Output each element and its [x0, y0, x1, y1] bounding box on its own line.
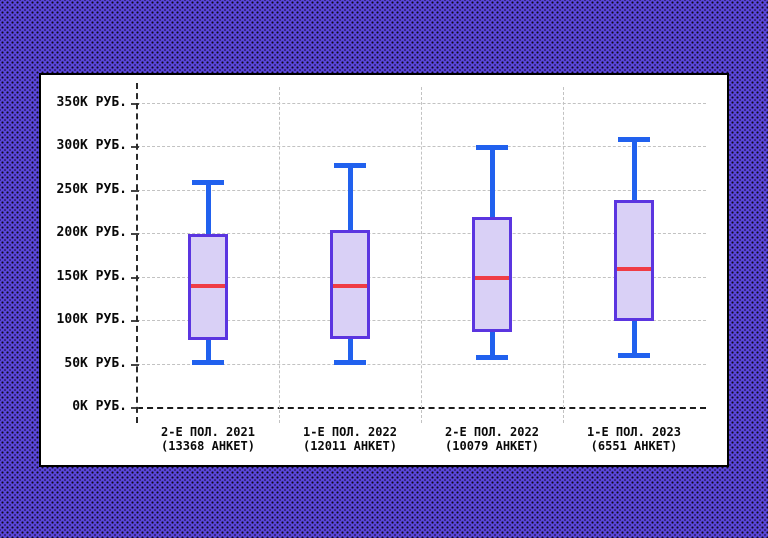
y-axis-tick: [131, 189, 139, 192]
upper-whisker-cap: [192, 180, 224, 186]
x-category-label: 2-Е ПОЛ. 2021 (13368 АНКЕТ): [128, 425, 288, 453]
x-category-label-count: (10079 АНКЕТ): [445, 439, 539, 453]
y-axis-tick: [131, 320, 139, 323]
y-tick-label: 50К РУБ.: [64, 355, 127, 371]
y-tick-label: 250К РУБ.: [56, 181, 127, 197]
upper-whisker: [347, 164, 353, 230]
y-axis-tick: [131, 233, 139, 236]
y-axis-line: [136, 83, 138, 423]
x-category-label-count: (12011 АНКЕТ): [303, 439, 397, 453]
x-gridline: [563, 87, 564, 423]
y-axis-tick: [131, 276, 139, 279]
y-axis-tick: [131, 146, 139, 149]
lower-whisker-cap: [476, 355, 508, 361]
x-gridline: [421, 87, 422, 423]
x-category-label: 2-Е ПОЛ. 2022 (10079 АНКЕТ): [412, 425, 572, 453]
upper-whisker-cap: [618, 136, 650, 142]
y-tick-label: 300К РУБ.: [56, 138, 127, 154]
chart-panel: 350К РУБ. 300К РУБ. 250К РУБ. 200К РУБ. 150К…: [39, 73, 729, 467]
lower-whisker-cap: [618, 352, 650, 358]
lower-whisker: [489, 332, 495, 359]
upper-whisker-cap: [334, 162, 366, 168]
y-tick-label: 350К РУБ.: [56, 95, 127, 110]
median-line: [475, 275, 509, 280]
x-category-label-count: (6551 АНКЕТ): [590, 439, 678, 453]
median-line: [191, 284, 225, 289]
lower-whisker: [205, 340, 211, 363]
upper-whisker: [489, 147, 495, 217]
x-category-label-period: 1-Е ПОЛ. 2022: [303, 425, 397, 439]
x-category-label: 1-Е ПОЛ. 2023 (6551 АНКЕТ): [554, 425, 714, 453]
upper-whisker: [205, 182, 211, 235]
y-tick-label: 0К РУБ.: [72, 399, 127, 414]
median-line: [617, 267, 651, 272]
y-tick-label: 150К РУБ.: [56, 268, 127, 284]
boxplot-chart: 350К РУБ. 300К РУБ. 250К РУБ. 200К РУБ. 150К…: [41, 75, 727, 465]
y-tick-label: 200К РУБ.: [56, 225, 127, 241]
y-axis-tick: [131, 407, 139, 409]
lower-whisker: [347, 339, 353, 363]
y-axis-tick: [131, 363, 139, 366]
iqr-box: [614, 199, 654, 322]
x-category-label-period: 2-Е ПОЛ. 2022: [445, 425, 539, 439]
x-category-label-count: (13368 АНКЕТ): [161, 439, 255, 453]
iqr-box: [472, 216, 512, 333]
y-axis-tick: [131, 103, 139, 105]
x-gridline: [279, 87, 280, 423]
x-category-label: 1-Е ПОЛ. 2022 (12011 АНКЕТ): [270, 425, 430, 453]
upper-whisker-cap: [476, 145, 508, 151]
x-category-label-period: 1-Е ПОЛ. 2023: [587, 425, 681, 439]
x-category-label-period: 2-Е ПОЛ. 2021: [161, 425, 255, 439]
lower-whisker-cap: [192, 359, 224, 365]
lower-whisker: [631, 321, 637, 356]
upper-whisker: [631, 138, 637, 200]
median-line: [333, 284, 367, 289]
lower-whisker-cap: [334, 359, 366, 365]
y-tick-label: 100К РУБ.: [56, 312, 127, 328]
